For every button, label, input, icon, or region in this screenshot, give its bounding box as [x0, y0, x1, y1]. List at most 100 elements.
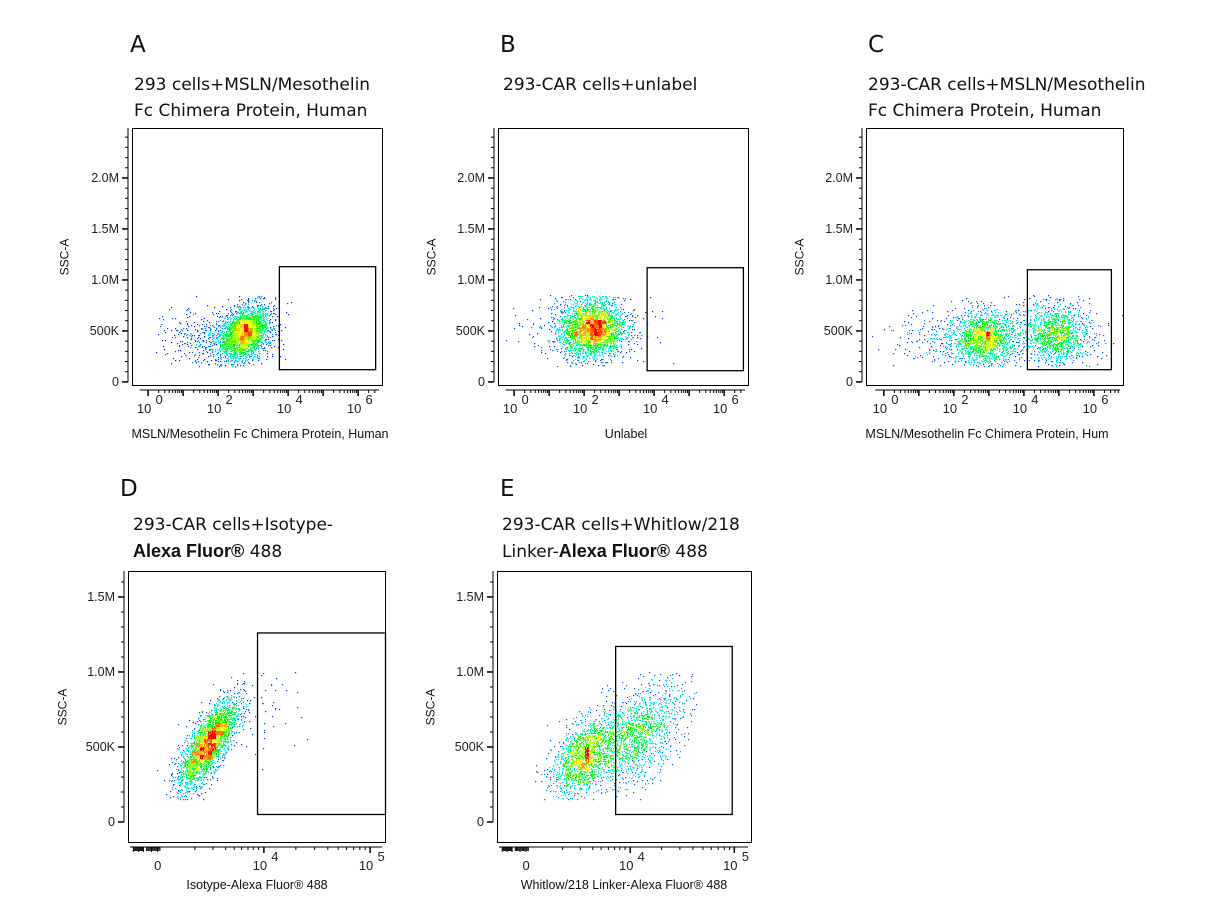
event-dot [234, 340, 236, 342]
event-dot [256, 332, 258, 334]
event-dot [187, 323, 189, 325]
event-dot [180, 350, 182, 352]
event-dot [239, 309, 241, 311]
event-dot [234, 354, 236, 356]
event-dot [246, 315, 248, 317]
event-dot [224, 318, 226, 320]
event-dot [594, 319, 596, 321]
event-dot [620, 325, 622, 327]
event-dot [574, 317, 576, 319]
gate-rectangle[interactable] [278, 266, 377, 371]
event-dot [249, 341, 251, 343]
event-dot [239, 318, 241, 320]
event-dot [233, 327, 235, 329]
event-dot [577, 343, 579, 345]
event-dot [266, 328, 268, 330]
event-dot [603, 313, 605, 315]
event-dot [617, 337, 619, 339]
event-dot [594, 345, 596, 347]
event-dot [253, 326, 255, 328]
event-dot [583, 321, 585, 323]
event-dot [218, 313, 220, 315]
event-dot [580, 323, 582, 325]
event-dot [256, 301, 258, 303]
event-dot [208, 356, 210, 358]
event-dot [583, 339, 585, 341]
event-dot [253, 311, 255, 313]
event-dot [175, 360, 177, 362]
event-dot [216, 344, 218, 346]
event-dot [265, 307, 267, 309]
event-dot [209, 346, 211, 348]
event-dot [267, 351, 269, 353]
event-dot [600, 318, 602, 320]
event-dot [261, 296, 263, 298]
event-dot [581, 325, 583, 327]
event-dot [230, 345, 232, 347]
event-dot [232, 331, 234, 333]
event-dot [608, 351, 610, 353]
event-dot [273, 310, 275, 312]
event-dot [592, 312, 594, 314]
event-dot [582, 316, 584, 318]
event-dot [231, 327, 233, 329]
event-dot [198, 357, 200, 359]
event-dot [237, 335, 239, 337]
event-dot [204, 326, 206, 328]
event-dot [551, 313, 553, 315]
event-dot [209, 341, 211, 343]
event-dot [259, 310, 261, 312]
event-dot [255, 326, 257, 328]
event-dot [247, 306, 249, 308]
event-dot [203, 332, 205, 334]
event-dot [593, 320, 595, 322]
event-dot [246, 327, 248, 329]
event-dot [231, 334, 233, 336]
event-dot [572, 325, 574, 327]
event-dot [572, 353, 574, 355]
event-dot [582, 342, 584, 344]
event-dot [220, 334, 222, 336]
event-dot [234, 325, 236, 327]
event-dot [586, 352, 588, 354]
event-dot [240, 307, 242, 309]
event-dot [255, 315, 257, 317]
event-dot [242, 315, 244, 317]
event-dot [585, 326, 587, 328]
event-dot [218, 336, 220, 338]
event-dot [248, 332, 250, 334]
event-dot [200, 338, 202, 340]
event-dot [225, 357, 227, 359]
event-dot [238, 320, 240, 322]
event-dot [230, 307, 232, 309]
event-dot [614, 335, 616, 337]
event-dot [219, 349, 221, 351]
event-dot [241, 327, 243, 329]
event-dot [253, 317, 255, 319]
event-dot [240, 343, 242, 345]
event-dot [228, 346, 230, 348]
event-dot [601, 328, 603, 330]
event-dot [606, 362, 608, 364]
event-dot [599, 314, 601, 316]
event-dot [239, 360, 241, 362]
event-dot [254, 327, 256, 329]
event-dot [199, 345, 201, 347]
event-dot [588, 347, 590, 349]
event-dot [231, 364, 233, 366]
event-dot [256, 313, 258, 315]
event-dot [244, 345, 246, 347]
event-dot [606, 332, 608, 334]
event-dot [274, 309, 276, 311]
event-dot [582, 314, 584, 316]
event-dot [257, 346, 259, 348]
event-dot [567, 328, 569, 330]
event-dot [202, 340, 204, 342]
event-dot [283, 344, 285, 346]
event-dot [247, 315, 249, 317]
event-dot [570, 317, 572, 319]
event-dot [233, 328, 235, 330]
event-dot [600, 308, 602, 310]
event-dot [259, 323, 261, 325]
event-dot [247, 323, 249, 325]
